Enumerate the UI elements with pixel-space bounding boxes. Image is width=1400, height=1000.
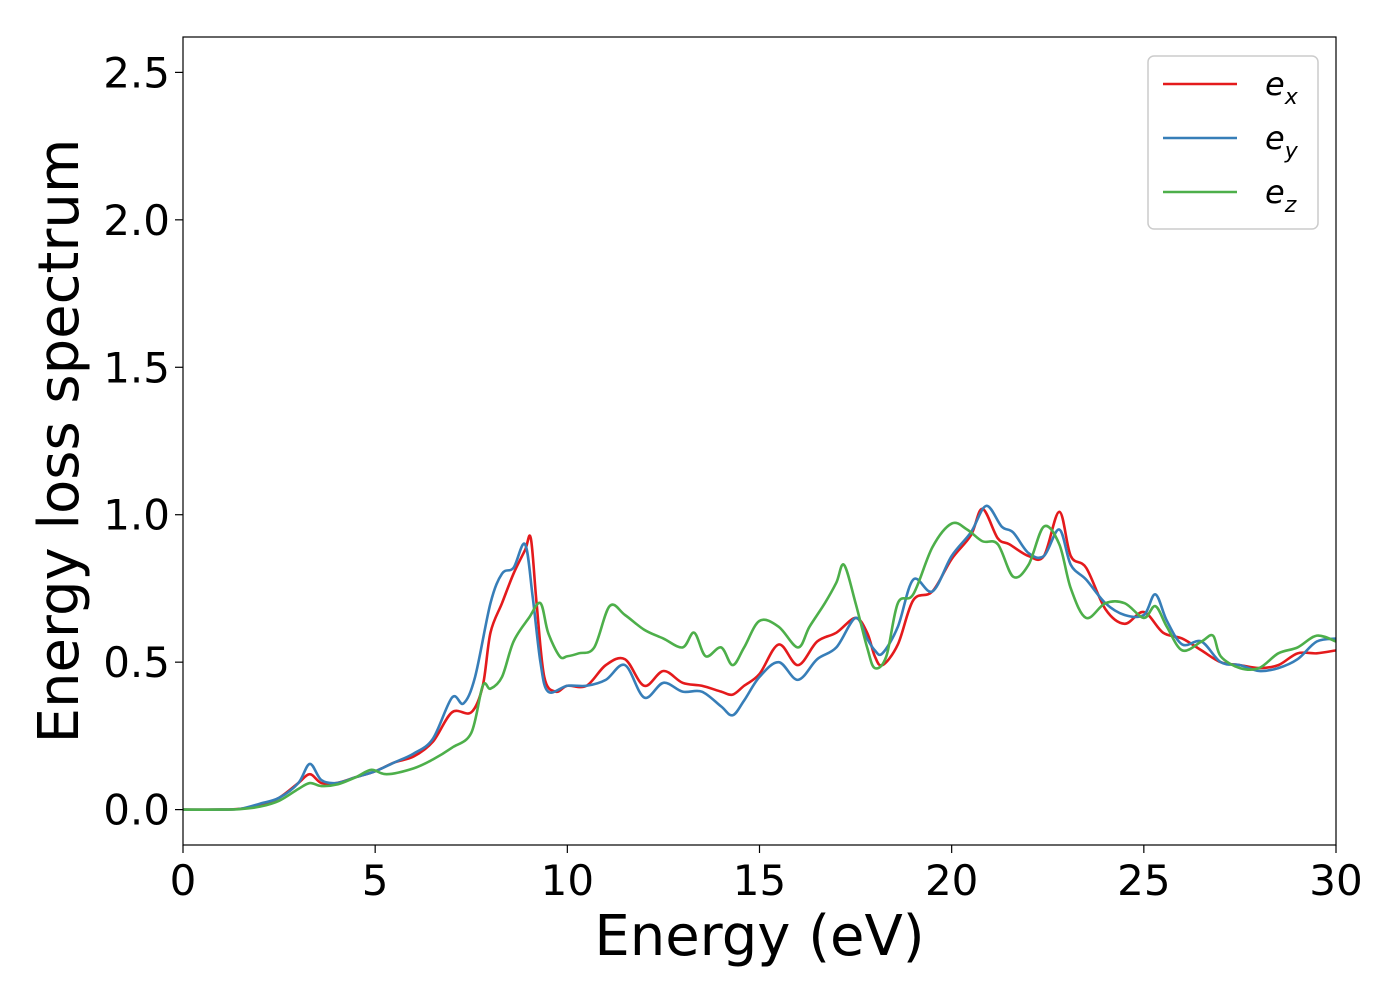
legend-box	[1147, 55, 1319, 230]
y-tick-label: 2.5	[103, 48, 170, 97]
x-tick-label: 30	[1309, 856, 1362, 905]
legend: ex ey ez	[1147, 55, 1319, 230]
y-tick-label: 1.5	[103, 343, 170, 392]
y-axis-title: Energy loss spectrum	[27, 139, 92, 744]
series-line-z	[183, 521, 1336, 811]
x-tick-label: 25	[1117, 856, 1170, 905]
series-line-x	[183, 507, 1336, 811]
x-tick-label: 10	[541, 856, 594, 905]
legend-label-z: ez	[1265, 173, 1297, 218]
legend-label-x: ex	[1265, 65, 1299, 110]
ticks-layer: 0 5 10 15 20 25 30 0.0 0.5 1.0 1.5 2.0 2.5	[103, 48, 1363, 905]
x-tick-label: 5	[362, 856, 389, 905]
y-tick-label: 1.0	[103, 491, 170, 540]
x-tick-label: 15	[733, 856, 786, 905]
x-tick-label: 0	[170, 856, 197, 905]
series-layer	[183, 504, 1336, 811]
x-axis-title: Energy (eV)	[594, 904, 924, 969]
series-line-y	[183, 504, 1336, 811]
y-tick-label: 0.5	[103, 638, 170, 687]
legend-label-y: ey	[1265, 119, 1299, 164]
y-tick-label: 2.0	[103, 196, 170, 245]
x-tick-label: 20	[925, 856, 978, 905]
y-tick-label: 0.0	[103, 786, 170, 835]
